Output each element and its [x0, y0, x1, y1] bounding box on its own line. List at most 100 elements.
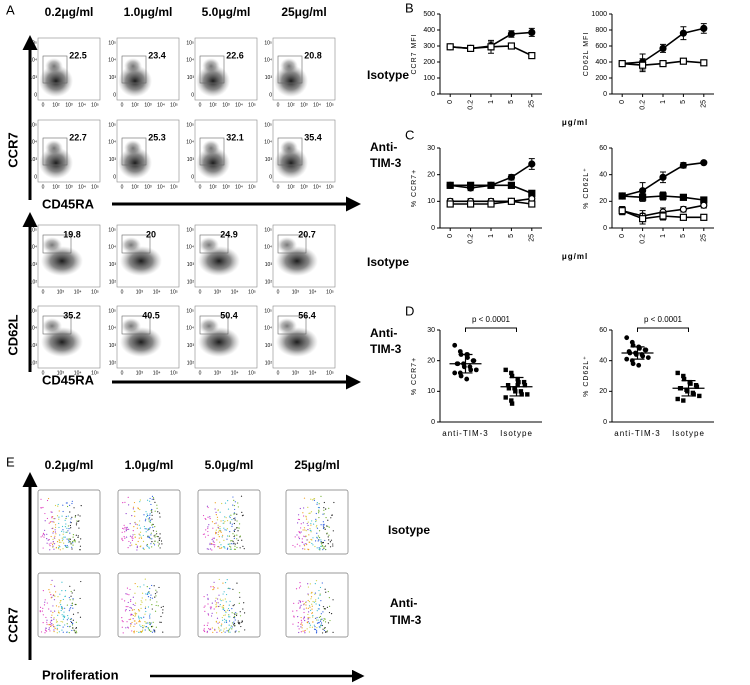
- cell-dot: [303, 603, 305, 605]
- point: [679, 213, 688, 221]
- cell-dot: [300, 619, 302, 621]
- point: [659, 173, 667, 181]
- density: [118, 65, 152, 97]
- cell-dot: [227, 587, 229, 590]
- density: [42, 237, 62, 253]
- plot-frame: [117, 489, 181, 555]
- flow-tick-label: 10³: [187, 262, 195, 268]
- cell-dot: [236, 542, 239, 544]
- axis-label: CCR7: [5, 607, 20, 642]
- cell-dot: [211, 602, 213, 604]
- cell-dot: [61, 530, 63, 532]
- cell-dot: [237, 621, 239, 624]
- cell-dot: [239, 535, 241, 537]
- cell-dot: [229, 522, 231, 524]
- cell-dot: [322, 549, 324, 551]
- cell-dot: [145, 511, 147, 513]
- cell-dot: [213, 537, 215, 539]
- cell-dot: [213, 546, 216, 548]
- flow-plot: [37, 489, 101, 555]
- cell-dot: [154, 610, 157, 612]
- flow-tick-label: 10⁵: [248, 370, 256, 376]
- cell-dot: [214, 544, 216, 546]
- cell-dot: [212, 585, 214, 588]
- cell-dot: [220, 625, 222, 627]
- cell-dot: [133, 625, 135, 628]
- cell-dot: [216, 519, 219, 521]
- cell-dot: [160, 540, 163, 542]
- cell-dot: [318, 506, 320, 509]
- point: [681, 376, 687, 382]
- density: [45, 58, 63, 74]
- flow-tick-label: 10⁵: [91, 289, 99, 295]
- cell-dot: [52, 594, 54, 597]
- cell-dot: [147, 622, 149, 624]
- cell-dot: [155, 589, 157, 591]
- cell-dot: [47, 497, 50, 500]
- cell-dot: [300, 527, 302, 529]
- cell-dot: [224, 547, 226, 549]
- sd-bar: [458, 353, 473, 374]
- cell-dot: [52, 530, 54, 533]
- cell-dot: [73, 589, 75, 591]
- cell-dot: [67, 525, 70, 527]
- cell-dot: [228, 624, 230, 626]
- cell-dot: [144, 621, 146, 623]
- cell-dot: [121, 620, 123, 622]
- p-value: p < 0.0001: [472, 315, 511, 324]
- flow-tick-label: 10⁴: [74, 370, 82, 376]
- cell-dot: [228, 535, 231, 537]
- cell-dot: [50, 542, 52, 544]
- cell-dot: [149, 527, 151, 529]
- cell-dot: [296, 543, 298, 545]
- cell-dot: [320, 624, 323, 627]
- cell-dot: [222, 630, 225, 632]
- cell-dot: [56, 632, 58, 634]
- cell-dot: [128, 528, 130, 530]
- point: [681, 373, 686, 379]
- cell-dot: [234, 631, 236, 633]
- flow-tick-label: 10²: [30, 279, 38, 285]
- cell-dot: [226, 528, 228, 530]
- cell-dot: [74, 630, 76, 632]
- cell-dot: [319, 627, 321, 629]
- cell-dot: [210, 606, 213, 608]
- cell-dot: [133, 631, 135, 633]
- cell-dot: [146, 499, 149, 501]
- point: [468, 367, 474, 373]
- cell-dot: [54, 626, 56, 628]
- cell-dot: [327, 622, 330, 624]
- cell-dot: [146, 543, 149, 546]
- cell-dot: [223, 522, 225, 524]
- cell-dot: [151, 546, 153, 548]
- cell-dot: [205, 529, 207, 531]
- cell-dot: [162, 631, 164, 633]
- cell-dot: [55, 619, 58, 621]
- flow-tick-label: 0: [121, 370, 124, 376]
- cell-dot: [224, 614, 226, 616]
- cell-dot: [209, 517, 211, 520]
- flow-plot: [197, 572, 261, 638]
- point: [636, 362, 642, 368]
- cell-dot: [234, 519, 236, 521]
- cell-dot: [132, 614, 134, 617]
- cell-dot: [53, 543, 56, 545]
- point: [679, 161, 688, 169]
- cell-dot: [55, 533, 57, 535]
- cell-dot: [301, 624, 303, 626]
- cell-dot: [147, 627, 150, 630]
- cell-dot: [136, 586, 139, 588]
- cell-dot: [294, 546, 296, 548]
- cell-dot: [234, 545, 236, 547]
- cell-dot: [318, 622, 320, 624]
- cell-dot: [134, 515, 136, 517]
- cell-dot: [208, 524, 210, 526]
- cell-dot: [63, 531, 65, 533]
- cell-dot: [235, 614, 238, 616]
- column-header: 5.0μg/ml: [202, 5, 251, 19]
- flow-tick-label: 10⁴: [264, 245, 272, 251]
- cell-dot: [311, 520, 313, 522]
- cell-dot: [303, 515, 305, 517]
- cell-dot: [324, 627, 326, 629]
